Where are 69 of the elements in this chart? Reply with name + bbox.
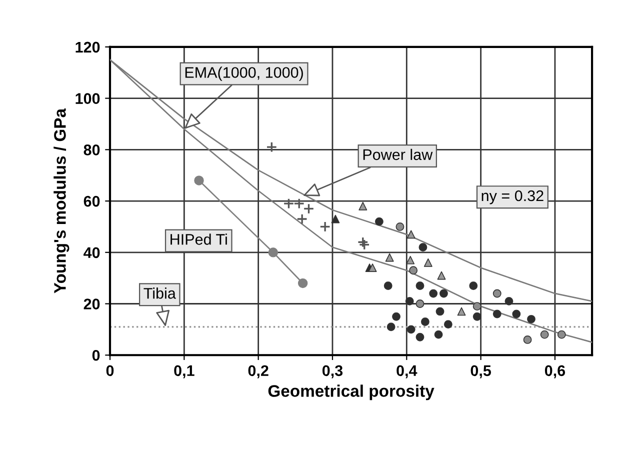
point bbox=[296, 214, 308, 224]
point bbox=[406, 230, 416, 239]
point bbox=[358, 239, 370, 250]
y-tick-label: 100 bbox=[76, 93, 100, 104]
y-tick-label: 0 bbox=[92, 350, 100, 361]
point bbox=[504, 296, 514, 306]
point bbox=[437, 271, 446, 280]
point bbox=[523, 335, 532, 344]
point bbox=[320, 221, 331, 232]
point bbox=[303, 203, 314, 214]
point bbox=[384, 282, 392, 290]
point bbox=[294, 198, 305, 210]
annotation: EMA(1000, 1000) bbox=[185, 66, 303, 81]
point bbox=[434, 330, 443, 339]
point bbox=[392, 312, 400, 321]
point bbox=[416, 300, 424, 308]
point bbox=[492, 289, 502, 298]
x-tick-label: 0,2 bbox=[248, 365, 268, 378]
y-tick-label: 80 bbox=[84, 144, 100, 156]
x-tick-label: 0,3 bbox=[322, 365, 343, 378]
point bbox=[374, 217, 384, 226]
y-tick-label: 120 bbox=[76, 42, 100, 53]
point bbox=[457, 307, 466, 316]
point bbox=[396, 222, 404, 231]
point bbox=[512, 310, 521, 318]
y-tick-label: 60 bbox=[84, 196, 100, 207]
point bbox=[436, 307, 444, 316]
point bbox=[283, 198, 294, 210]
point bbox=[331, 214, 340, 224]
x-tick-label: 0,6 bbox=[544, 365, 566, 378]
point bbox=[527, 314, 536, 324]
point bbox=[405, 296, 414, 306]
y-tick-label: 40 bbox=[84, 247, 100, 258]
x-tick-label: 0,1 bbox=[174, 365, 194, 378]
point bbox=[266, 142, 278, 153]
point bbox=[424, 258, 432, 267]
point bbox=[406, 325, 416, 334]
point bbox=[472, 302, 482, 311]
point bbox=[409, 266, 418, 275]
annotation: Tibia bbox=[144, 288, 176, 299]
point bbox=[416, 282, 424, 290]
point bbox=[540, 330, 549, 339]
point bbox=[416, 332, 424, 342]
annotation: HIPed Ti bbox=[170, 234, 227, 245]
x-axis-title: Geometrical porosity bbox=[268, 384, 434, 400]
point bbox=[420, 318, 430, 326]
x-tick-label: 0,4 bbox=[396, 365, 418, 378]
point bbox=[386, 322, 396, 332]
point bbox=[418, 243, 428, 252]
y-tick-label: 20 bbox=[84, 298, 100, 310]
point bbox=[429, 289, 438, 298]
point bbox=[357, 236, 368, 248]
annotation: Power law bbox=[363, 148, 433, 160]
point bbox=[469, 282, 478, 290]
annotation: ny = 0.32 bbox=[482, 190, 544, 204]
x-tick-label: 0,5 bbox=[470, 365, 491, 378]
point bbox=[492, 310, 502, 318]
point bbox=[440, 289, 448, 298]
point bbox=[385, 253, 394, 262]
point bbox=[444, 320, 452, 329]
point bbox=[358, 202, 368, 210]
point bbox=[406, 256, 415, 264]
point bbox=[298, 278, 308, 288]
point bbox=[557, 330, 566, 339]
point bbox=[472, 312, 482, 321]
point bbox=[268, 248, 278, 258]
point bbox=[194, 176, 204, 186]
y-axis-title: Young's modulus / GPa bbox=[54, 108, 70, 294]
x-tick-label: 0 bbox=[106, 365, 114, 376]
